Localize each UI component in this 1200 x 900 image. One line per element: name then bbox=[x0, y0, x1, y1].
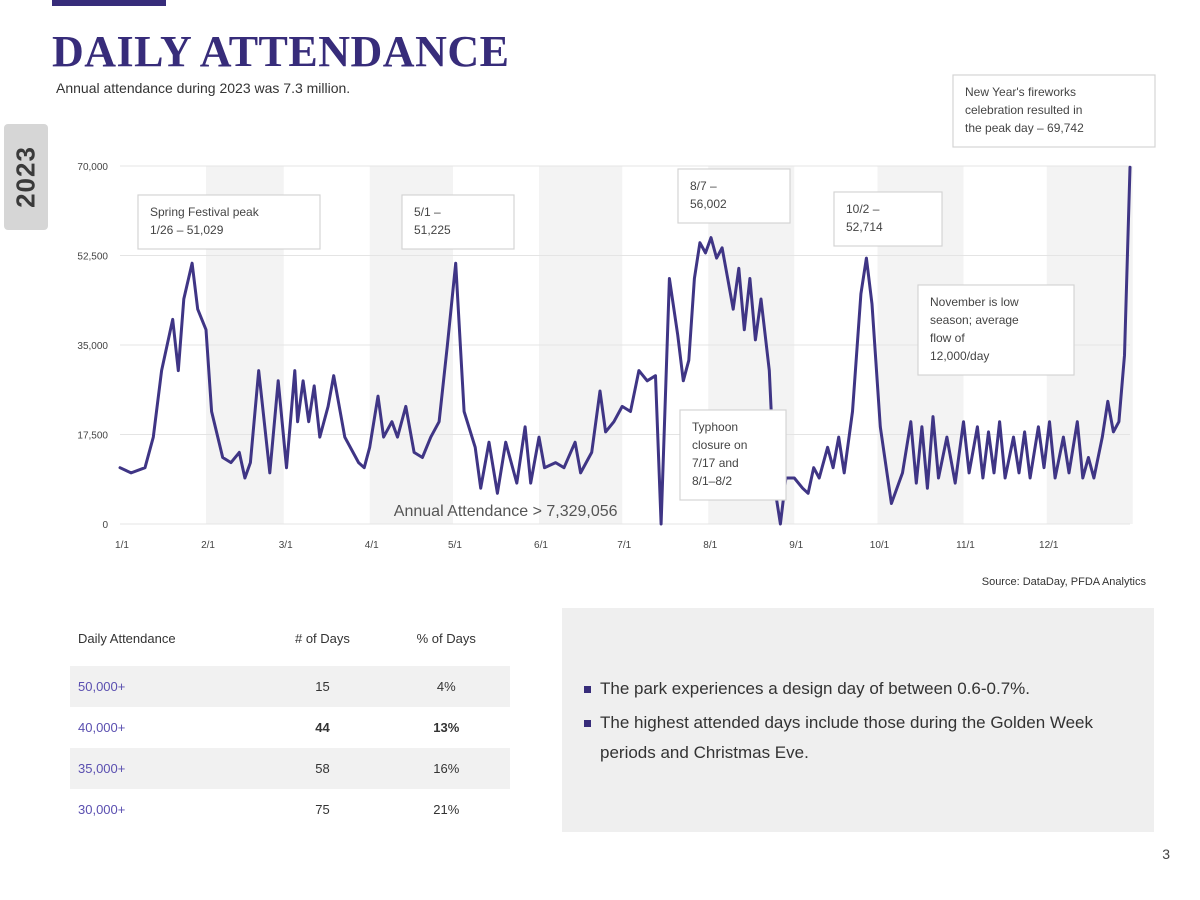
annotation-text: 5/1 –51,225 bbox=[414, 205, 451, 237]
x-tick-label: 7/1 bbox=[617, 540, 631, 551]
row-days: 75 bbox=[315, 802, 330, 817]
header-pct-days: % of Days bbox=[416, 630, 476, 646]
annotation-box bbox=[679, 409, 787, 501]
title-accent-bar bbox=[52, 0, 166, 6]
x-tick-label: 1/1 bbox=[115, 540, 129, 551]
annual-attendance-label: Annual Attendance > 7,329,056 bbox=[394, 503, 618, 520]
y-tick-label: 17,500 bbox=[77, 431, 108, 442]
x-tick-label: 9/1 bbox=[789, 540, 803, 551]
table-row: 50,000+ 15 4% bbox=[70, 666, 510, 707]
finding-bullet: The highest attended days include those … bbox=[582, 708, 1142, 768]
annotation-box bbox=[833, 191, 943, 247]
row-threshold: 35,000+ bbox=[70, 748, 263, 789]
table-row: 35,000+ 58 16% bbox=[70, 748, 510, 789]
y-tick-label: 52,500 bbox=[77, 252, 108, 263]
x-tick-label: 8/1 bbox=[703, 540, 717, 551]
x-tick-label: 11/1 bbox=[956, 540, 975, 551]
table-header-row: Daily Attendance # of Days % of Days bbox=[70, 618, 510, 658]
x-tick-label: 3/1 bbox=[279, 540, 293, 551]
y-tick-label: 70,000 bbox=[77, 162, 108, 173]
page-title: DAILY ATTENDANCE bbox=[52, 27, 510, 76]
x-tick-label: 10/1 bbox=[870, 540, 890, 551]
row-pct: 13% bbox=[433, 720, 460, 735]
attendance-series-line bbox=[118, 165, 1132, 526]
table-row: 40,000+ 44 13% bbox=[70, 707, 510, 748]
row-days: 58 bbox=[262, 748, 383, 789]
finding-bullet: The park experiences a design day of bet… bbox=[582, 674, 1142, 704]
y-tick-label: 0 bbox=[102, 520, 108, 531]
annotation-text: New Year's fireworks celebration resulted… bbox=[965, 85, 1084, 135]
x-tick-label: 12/1 bbox=[1039, 540, 1059, 551]
year-tab: 2023 bbox=[4, 124, 48, 230]
row-threshold: 50,000+ bbox=[70, 666, 263, 707]
row-threshold: 30,000+ bbox=[78, 802, 126, 817]
row-pct: 4% bbox=[382, 666, 510, 707]
table-row: 30,000+ 75 21% bbox=[70, 789, 510, 830]
attendance-distribution-table: Daily Attendance # of Days % of Days 50,… bbox=[70, 618, 510, 830]
source-note: Source: DataDay, PFDA Analytics bbox=[981, 576, 1146, 588]
annotation-box bbox=[137, 194, 321, 250]
annotation-box bbox=[401, 194, 515, 250]
row-threshold: 40,000+ bbox=[78, 720, 126, 735]
header-num-days: # of Days bbox=[294, 630, 350, 646]
annotation-box bbox=[917, 284, 1075, 376]
y-tick-label: 35,000 bbox=[77, 341, 108, 352]
x-tick-label: 6/1 bbox=[534, 540, 548, 551]
page-subtitle: Annual attendance during 2023 was 7.3 mi… bbox=[56, 80, 351, 96]
annotation-text: Spring Festival peak 1/26 – 51,029 bbox=[150, 205, 260, 237]
key-findings-panel: The park experiences a design day of bet… bbox=[562, 608, 1154, 832]
row-pct: 16% bbox=[382, 748, 510, 789]
annotation-text: Typhoon closure on 7/17 and 8/1–8/2 bbox=[692, 420, 747, 488]
annotation-text: 8/7 –56,002 bbox=[690, 179, 727, 211]
x-tick-label: 5/1 bbox=[448, 540, 462, 551]
annotation-text: November is low season; average flow of 12,… bbox=[930, 295, 1019, 363]
annotation-box bbox=[952, 74, 1156, 148]
row-days: 15 bbox=[262, 666, 383, 707]
page-number: 3 bbox=[1162, 846, 1170, 862]
annotation-text: 10/2 –52,714 bbox=[846, 202, 883, 234]
annotation-box bbox=[677, 168, 791, 224]
row-pct: 21% bbox=[433, 802, 460, 817]
x-tick-label: 2/1 bbox=[201, 540, 215, 551]
x-tick-label: 4/1 bbox=[365, 540, 379, 551]
attendance-chart: 0 17,500 35,000 52,500 70,000 1/1 2/1 3/1 4/1 5/1… bbox=[77, 74, 1156, 551]
row-days: 44 bbox=[315, 720, 330, 735]
header-daily-attendance: Daily Attendance bbox=[78, 630, 176, 646]
